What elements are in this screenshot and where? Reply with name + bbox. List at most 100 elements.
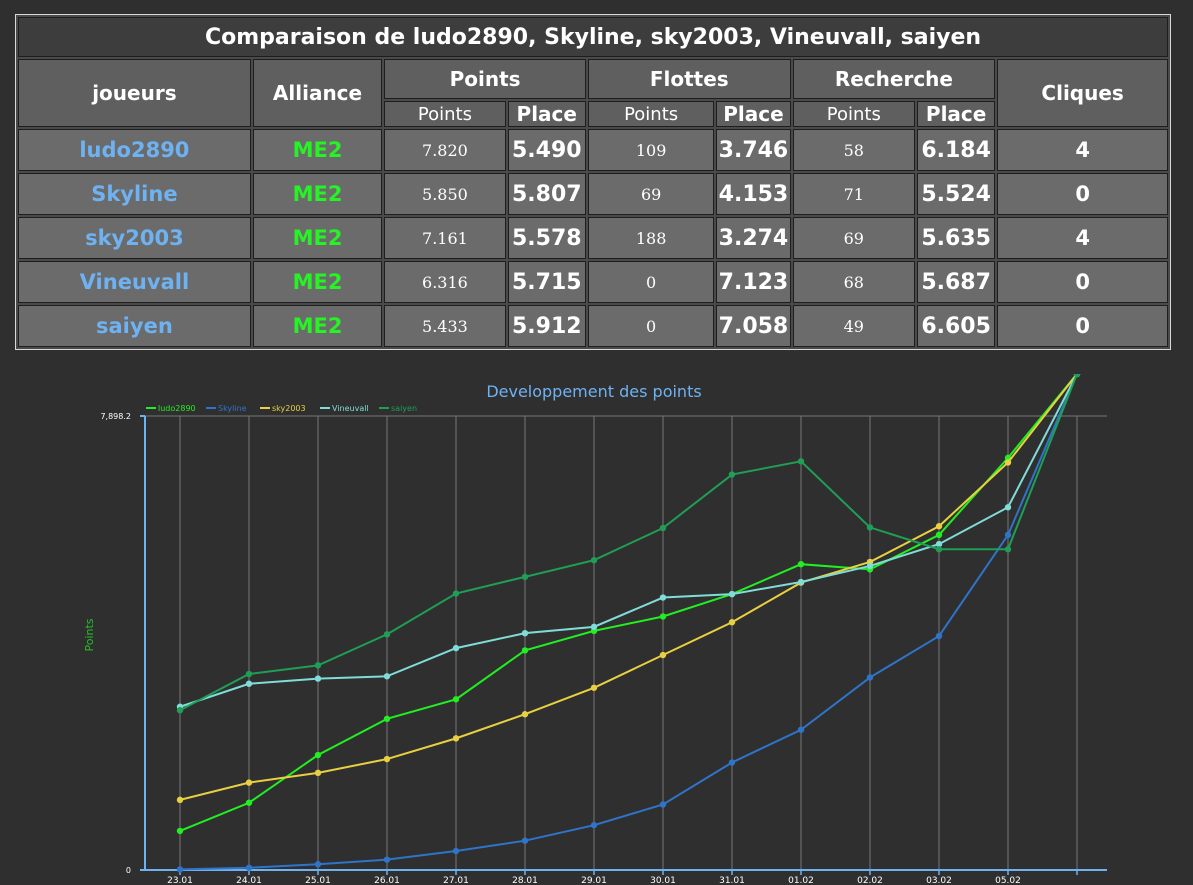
data-point-Vineuvall bbox=[452, 644, 460, 652]
x-tick-label: 28.01 bbox=[512, 876, 538, 885]
data-point-ludo2890 bbox=[935, 531, 943, 539]
research-value: 71 bbox=[792, 173, 915, 215]
series-sky2003 bbox=[176, 374, 1081, 804]
header-alliance: Alliance bbox=[252, 59, 383, 127]
x-tick-label: 30.01 bbox=[650, 876, 676, 885]
data-point-Skyline bbox=[1004, 531, 1012, 539]
x-tick-label: 29.01 bbox=[581, 876, 607, 885]
data-point-Skyline bbox=[176, 866, 184, 873]
data-point-saiyen bbox=[728, 471, 736, 478]
y-tick-label: 7,898.2 bbox=[100, 412, 131, 421]
alliance-link[interactable]: ME2 bbox=[252, 305, 383, 347]
x-tick-label: 24.01 bbox=[236, 876, 262, 885]
data-point-Vineuvall bbox=[866, 562, 874, 570]
legend-label-ludo2890: ludo2890 bbox=[158, 404, 196, 413]
header-points: Points bbox=[384, 59, 586, 99]
data-point-Skyline bbox=[521, 837, 529, 844]
points-value: 5.433 bbox=[384, 305, 506, 347]
fleets-place: 4.153 bbox=[716, 173, 791, 215]
fleets-value: 0 bbox=[587, 261, 715, 303]
x-tick-label: 31.01 bbox=[719, 876, 745, 885]
y-tick-label: 0 bbox=[126, 866, 131, 875]
data-point-saiyen bbox=[866, 524, 874, 531]
data-point-saiyen bbox=[1073, 374, 1081, 378]
research-value: 68 bbox=[792, 261, 915, 303]
data-point-saiyen bbox=[452, 590, 460, 597]
series-line-ludo2890 bbox=[179, 374, 1078, 832]
alliance-link[interactable]: ME2 bbox=[252, 173, 383, 215]
player-name-link[interactable]: sky2003 bbox=[18, 217, 251, 259]
chart-series bbox=[176, 374, 1081, 873]
data-point-ludo2890 bbox=[659, 613, 667, 620]
series-ludo2890 bbox=[176, 374, 1081, 835]
series-line-saiyen bbox=[179, 374, 1078, 712]
header-clicks: Cliques bbox=[997, 59, 1168, 127]
points-place: 5.490 bbox=[507, 129, 586, 171]
research-value: 49 bbox=[792, 305, 915, 347]
data-point-Vineuvall bbox=[383, 673, 391, 680]
fleets-value: 109 bbox=[587, 129, 715, 171]
x-tick-label: 27.01 bbox=[443, 876, 469, 885]
fleets-place: 3.746 bbox=[716, 129, 791, 171]
points-place: 5.715 bbox=[507, 261, 586, 303]
subheader-fleets-points: Points bbox=[587, 101, 715, 127]
data-point-Skyline bbox=[797, 726, 805, 733]
table-row: saiyen ME2 5.433 5.912 0 7.058 49 6.605 … bbox=[18, 305, 1168, 347]
data-point-saiyen bbox=[1004, 546, 1012, 553]
data-point-saiyen bbox=[797, 458, 805, 465]
points-place: 5.578 bbox=[507, 217, 586, 259]
data-point-Skyline bbox=[452, 847, 460, 855]
series-line-sky2003 bbox=[179, 374, 1078, 801]
data-point-sky2003 bbox=[176, 796, 184, 804]
table-row: sky2003 ME2 7.161 5.578 188 3.274 69 5.6… bbox=[18, 217, 1168, 259]
points-value: 7.161 bbox=[384, 217, 506, 259]
subheader-fleets-place: Place bbox=[716, 101, 791, 127]
data-point-saiyen bbox=[935, 546, 943, 553]
points-value: 7.820 bbox=[384, 129, 506, 171]
data-point-Skyline bbox=[659, 801, 667, 808]
header-players: joueurs bbox=[18, 59, 251, 127]
subheader-research-place: Place bbox=[917, 101, 996, 127]
table-row: Skyline ME2 5.850 5.807 69 4.153 71 5.52… bbox=[18, 173, 1168, 215]
x-tick-label: 05.02 bbox=[995, 876, 1021, 885]
data-point-saiyen bbox=[659, 524, 667, 532]
fleets-place: 7.058 bbox=[716, 305, 791, 347]
research-value: 58 bbox=[792, 129, 915, 171]
points-value: 5.850 bbox=[384, 173, 506, 215]
data-point-Vineuvall bbox=[935, 540, 943, 548]
research-place: 5.524 bbox=[917, 173, 996, 215]
clicks-value: 4 bbox=[997, 129, 1168, 171]
fleets-value: 188 bbox=[587, 217, 715, 259]
data-point-saiyen bbox=[383, 631, 391, 638]
clicks-value: 0 bbox=[997, 173, 1168, 215]
research-value: 69 bbox=[792, 217, 915, 259]
series-line-Skyline bbox=[179, 374, 1078, 871]
research-place: 5.687 bbox=[917, 261, 996, 303]
legend-label-sky2003: sky2003 bbox=[272, 404, 306, 413]
player-name-link[interactable]: ludo2890 bbox=[18, 129, 251, 171]
player-name-link[interactable]: Skyline bbox=[18, 173, 251, 215]
data-point-ludo2890 bbox=[452, 696, 460, 703]
alliance-link[interactable]: ME2 bbox=[252, 217, 383, 259]
table-row: ludo2890 ME2 7.820 5.490 109 3.746 58 6.… bbox=[18, 129, 1168, 171]
table-title: Comparaison de ludo2890, Skyline, sky200… bbox=[18, 17, 1168, 57]
alliance-link[interactable]: ME2 bbox=[252, 129, 383, 171]
alliance-link[interactable]: ME2 bbox=[252, 261, 383, 303]
subheader-research-points: Points bbox=[792, 101, 915, 127]
player-name-link[interactable]: Vineuvall bbox=[18, 261, 251, 303]
data-point-sky2003 bbox=[935, 523, 943, 530]
chart-title: Developpement des points bbox=[486, 382, 701, 401]
clicks-value: 0 bbox=[997, 305, 1168, 347]
data-point-sky2003 bbox=[590, 684, 598, 691]
player-name-link[interactable]: saiyen bbox=[18, 305, 251, 347]
fleets-value: 0 bbox=[587, 305, 715, 347]
fleets-place: 3.274 bbox=[716, 217, 791, 259]
data-point-ludo2890 bbox=[245, 799, 253, 806]
clicks-value: 4 bbox=[997, 217, 1168, 259]
data-point-saiyen bbox=[314, 662, 322, 669]
points-place: 5.912 bbox=[507, 305, 586, 347]
data-point-saiyen bbox=[245, 670, 253, 678]
fleets-value: 69 bbox=[587, 173, 715, 215]
data-point-Vineuvall bbox=[245, 680, 253, 687]
points-development-chart: Developpement des points Points ludo2890… bbox=[83, 374, 1107, 885]
